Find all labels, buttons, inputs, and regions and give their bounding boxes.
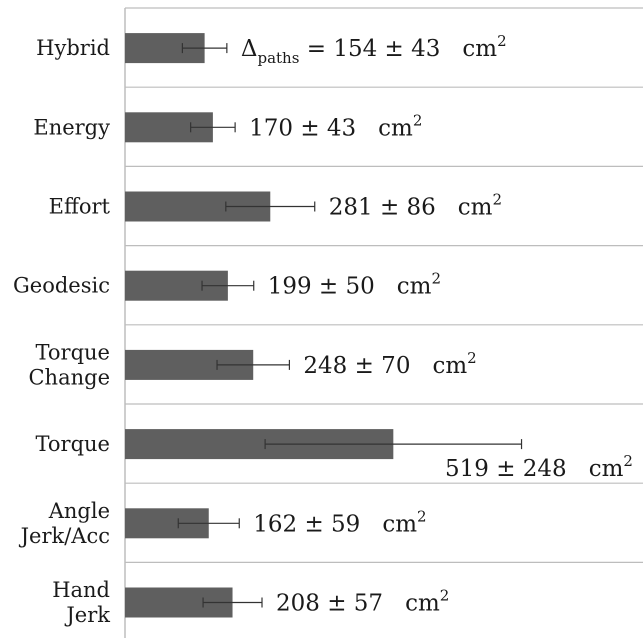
category-label: Energy: [33, 115, 110, 139]
error-bar: [177, 518, 240, 529]
value-label: 519 ± 248 cm2: [445, 452, 633, 482]
value-label: Δpaths = 154 ± 43 cm2: [241, 32, 507, 67]
error-bar: [264, 439, 523, 450]
value-label: 281 ± 86 cm2: [329, 191, 502, 221]
category-label: Hybrid: [36, 36, 110, 60]
value-labels: Δpaths = 154 ± 43 cm2 170 ± 43 cm2 281 ± 86 c…: [241, 32, 633, 616]
category-label: Angle Jerk/Acc: [19, 499, 110, 548]
value-label: 208 ± 57 cm2: [276, 587, 449, 617]
category-label: Effort: [49, 195, 111, 219]
category-labels: Hybrid Energy Effort Geodesic Torque Change To…: [13, 36, 111, 627]
error-bar: [181, 43, 228, 54]
category-label: Hand Jerk: [52, 578, 110, 627]
grid-lines: [125, 7, 643, 564]
error-bar: [202, 597, 263, 608]
value-label: 170 ± 43 cm2: [249, 111, 422, 141]
value-label: 248 ± 70 cm2: [303, 349, 476, 379]
error-bar: [201, 280, 255, 291]
category-label: Torque: [36, 432, 110, 456]
value-label: 162 ± 59 cm2: [253, 507, 426, 537]
error-bar: [216, 359, 291, 370]
error-bar: [190, 122, 236, 133]
category-label: Geodesic: [13, 274, 110, 298]
value-label: 199 ± 50 cm2: [268, 270, 441, 300]
category-label: Torque Change: [28, 340, 110, 389]
error-bar: [225, 201, 316, 212]
error-bars: [177, 43, 523, 608]
